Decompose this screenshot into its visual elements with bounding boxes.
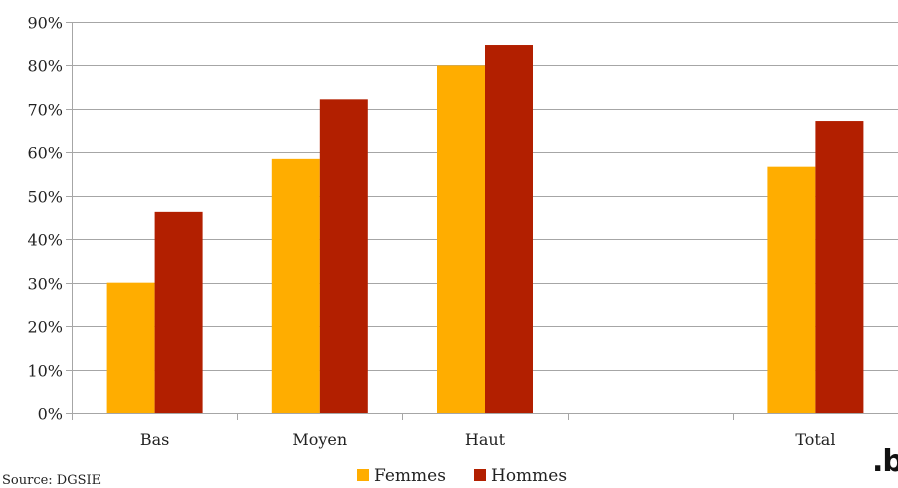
x-category-label: Total [795,430,835,449]
legend-label-femmes: Femmes [374,466,446,485]
y-tick-label: 60% [27,144,63,163]
legend-label-hommes: Hommes [491,466,567,485]
x-category-label: Haut [465,430,506,449]
y-tick-label: 0% [38,405,63,424]
brand-logo: .be [872,444,898,479]
y-tick-label: 70% [27,101,63,120]
y-tick-label: 10% [27,362,63,381]
y-tick-label: 90% [27,14,63,33]
legend-swatch-femmes [357,469,369,481]
source-note: Source: DGSIE [2,473,101,488]
bar-femmes-haut [437,65,485,413]
bar-femmes-total [767,167,815,413]
x-category-label: Bas [140,430,170,449]
bars [107,45,864,413]
y-axis-ticks: 0% 10% 20% 30% 40% 50% 60% 70% 80% 90% [27,14,63,424]
bar-femmes-bas [107,283,155,413]
y-tick-label: 40% [27,231,63,250]
y-tick-label: 50% [27,188,63,207]
y-tick-label: 30% [27,275,63,294]
bar-hommes-total [815,121,863,413]
bar-hommes-moyen [320,99,368,413]
legend-swatch-hommes [474,469,486,481]
bar-hommes-bas [155,212,203,413]
y-tick-label: 20% [27,318,63,337]
y-tick-label: 80% [27,57,63,76]
legend: Femmes Hommes [357,466,567,485]
x-category-label: Moyen [292,430,347,449]
bar-hommes-haut [485,45,533,413]
bar-femmes-moyen [272,159,320,413]
